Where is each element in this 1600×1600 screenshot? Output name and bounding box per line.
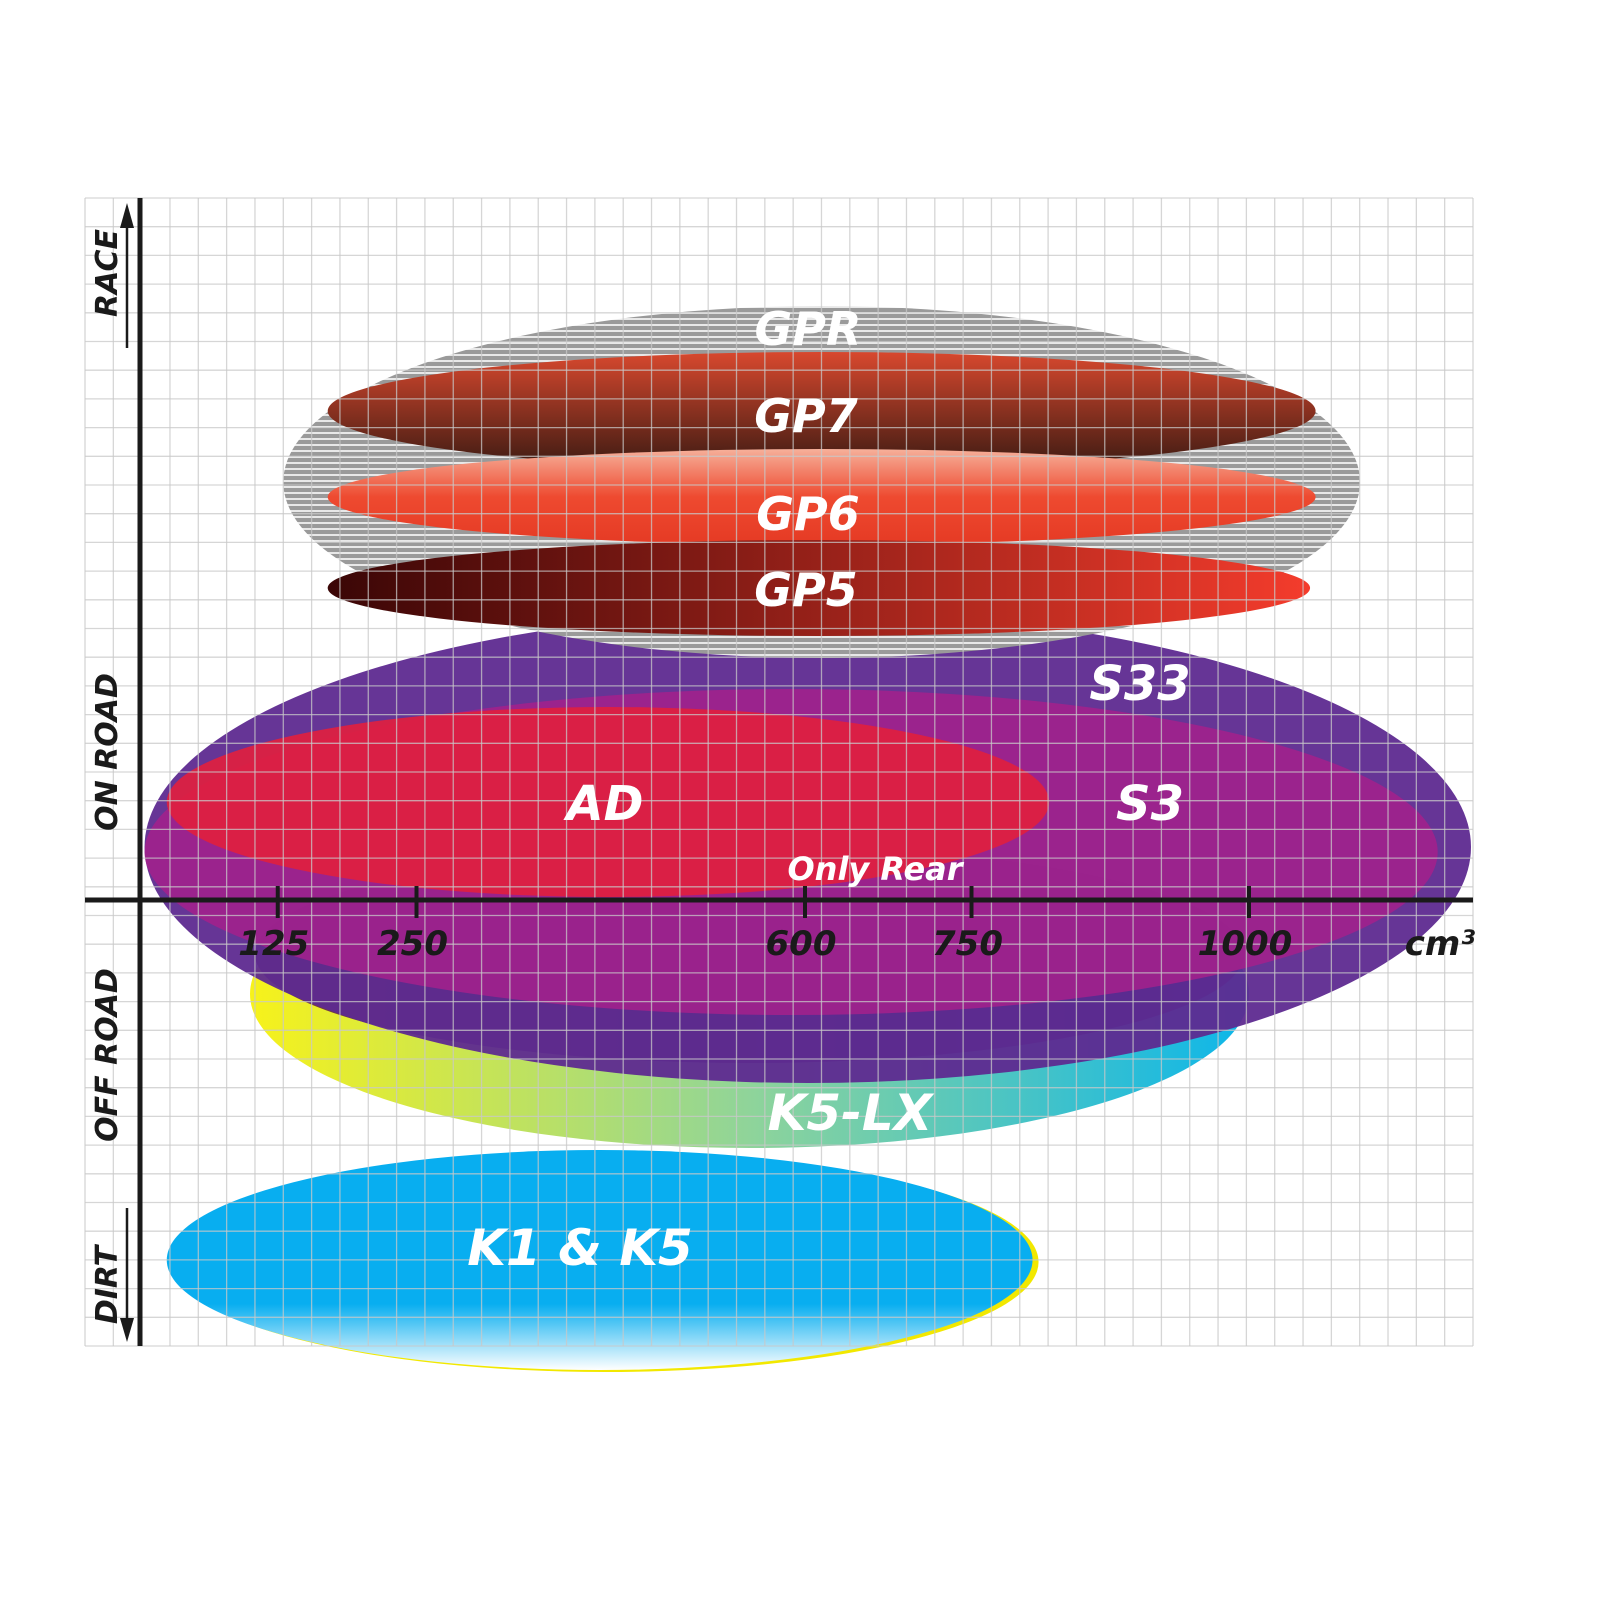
x-tick-label: 600 [766,924,837,964]
y-category-on-road: ON ROAD [90,673,125,831]
series-label-gpr: GPR [755,302,862,356]
series-label-s33: S33 [1089,656,1190,712]
y-category-race: RACE [90,229,125,317]
series-label-ad: AD [563,776,644,832]
grid-lines [84,197,1474,1347]
series-label-gp7: GP7 [754,389,857,443]
series-label-gp6: GP6 [756,487,859,541]
y-category-off-road: OFF ROAD [90,968,125,1142]
series-label-k5-lx: K5-LX [768,1084,935,1142]
y-category-dirt: DIRT [90,1243,125,1324]
x-tick-label: 750 [932,924,1003,964]
x-tick-label: 1000 [1198,924,1293,964]
x-tick-label: 125 [238,924,309,964]
x-tick-label: 250 [377,924,448,964]
series-label-k1-k5: K1 & K5 [467,1219,693,1277]
range-ellipse-ad [166,707,1050,897]
series-note-ad: Only Rear [787,850,964,888]
x-axis-label: cm³ [1405,924,1476,964]
arrow-up-icon [120,203,134,228]
arrow-down-icon [120,1318,134,1342]
series-label-gp5: GP5 [754,563,857,617]
range-ellipse-gp5 [327,540,1311,636]
series-label-s3: S3 [1116,776,1184,832]
